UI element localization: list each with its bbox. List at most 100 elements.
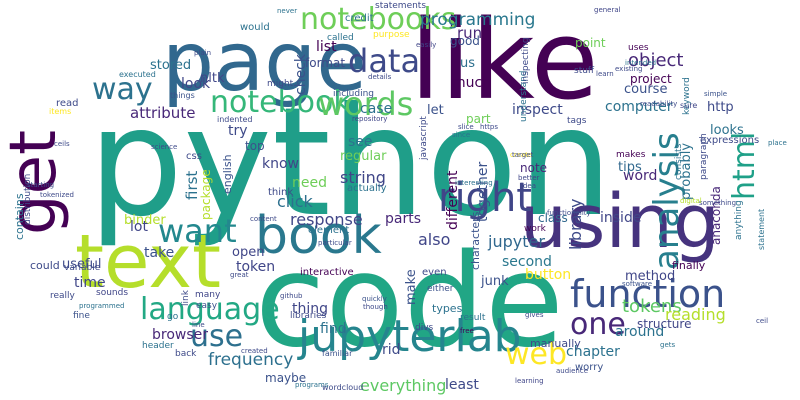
- word-easily: easily: [416, 41, 437, 49]
- word-check: check: [293, 54, 309, 95]
- word-work: work: [524, 224, 546, 234]
- word-intended: intended: [625, 59, 657, 67]
- word-general: general: [594, 6, 621, 14]
- word-uses: uses: [628, 43, 649, 53]
- word-even: even: [422, 267, 447, 278]
- word-stuff: stuff: [574, 66, 595, 76]
- word-words: words: [318, 85, 414, 123]
- word-expressions: expressions: [700, 135, 760, 146]
- word-never: never: [277, 7, 298, 15]
- word-good: good: [450, 34, 480, 48]
- word-try: try: [228, 123, 248, 139]
- word-easy: easy: [196, 301, 218, 311]
- word-button: button: [525, 267, 572, 283]
- word-software: software: [622, 280, 653, 288]
- word-learning: learning: [515, 377, 544, 385]
- word-least: least: [445, 377, 479, 393]
- word-rid: rid: [382, 342, 401, 358]
- word-types: types: [432, 302, 463, 315]
- word-statement: statement: [757, 208, 766, 250]
- word-case: case: [360, 101, 393, 117]
- word-run: run: [457, 24, 483, 42]
- word-ceils: ceils: [54, 140, 70, 148]
- word-page: page: [162, 15, 367, 110]
- word-know: know: [262, 156, 299, 172]
- word-text: text: [75, 219, 222, 305]
- word-could: could: [30, 259, 60, 272]
- word-frequency: frequency: [208, 350, 294, 370]
- word-tips: tips: [618, 160, 642, 175]
- word-time: time: [74, 275, 106, 291]
- word-line: line: [192, 321, 205, 329]
- word-find: find: [320, 321, 347, 337]
- word-class: class: [538, 211, 568, 225]
- word-called: called: [327, 33, 354, 43]
- word-also: also: [418, 230, 451, 249]
- word-library: library: [566, 198, 585, 250]
- word-top: top: [245, 139, 265, 153]
- word-programmed: programmed: [79, 302, 125, 310]
- word-something: something: [699, 199, 737, 207]
- word-place: place: [768, 139, 787, 147]
- word-github: github: [280, 292, 303, 300]
- word-looks: looks: [710, 123, 744, 138]
- word-much: much: [452, 75, 492, 91]
- word-tokenized: tokenized: [40, 191, 74, 199]
- word-details: details: [368, 73, 392, 81]
- word-result: result: [460, 313, 486, 323]
- word-attribute: attribute: [130, 104, 196, 122]
- word-audience: audience: [556, 367, 589, 375]
- word-maybe: maybe: [265, 371, 307, 385]
- word-first: first: [183, 170, 201, 200]
- word-libraries: libraries: [290, 311, 327, 321]
- word-manually: manually: [530, 337, 581, 350]
- word-back: back: [175, 349, 197, 359]
- word-one: one: [570, 307, 626, 342]
- word-might: might: [267, 79, 294, 89]
- word-book: book: [255, 206, 382, 266]
- word-structure: structure: [637, 317, 692, 331]
- word-language: language: [140, 292, 280, 327]
- word-go: go: [167, 312, 179, 322]
- word-regular: regular: [340, 149, 387, 164]
- word-readability: readability: [640, 100, 678, 108]
- word-take: take: [144, 245, 175, 261]
- word-executed: executed: [119, 70, 156, 79]
- word-point: point: [575, 36, 606, 50]
- word-learn: learn: [596, 70, 614, 78]
- word-string: string: [340, 168, 386, 187]
- word-make: make: [404, 269, 419, 305]
- word-everything: everything: [360, 376, 447, 395]
- word-anything: anything: [734, 200, 744, 240]
- word-inside: inside: [600, 210, 642, 226]
- word-need: need: [292, 175, 327, 191]
- word-useful: useful: [62, 257, 102, 272]
- word-functionality: functionality: [547, 209, 591, 217]
- word-parts: parts: [385, 211, 422, 227]
- word-see: see: [348, 134, 373, 150]
- word-stored: stored: [150, 58, 192, 73]
- word-look: look: [181, 76, 211, 92]
- word-web: web: [505, 337, 568, 372]
- word-click: click: [277, 192, 313, 211]
- word-token: token: [236, 259, 276, 275]
- word-science: science: [151, 143, 178, 151]
- word-https: https: [480, 123, 499, 131]
- word-code: code: [255, 227, 564, 376]
- word-really: really: [50, 291, 75, 301]
- word-inspect: inspect: [512, 102, 563, 118]
- word-slice: slice: [458, 123, 474, 131]
- word-simple: simple: [704, 90, 728, 98]
- word-element: element: [308, 225, 350, 236]
- word-jupyter: jupyter: [488, 232, 545, 251]
- word-think: think: [268, 187, 294, 198]
- word-makes: makes: [616, 150, 646, 160]
- word-sure: sure: [680, 101, 698, 110]
- word-including: including: [333, 89, 374, 99]
- word-idea: idea: [521, 182, 536, 190]
- word-quickly: quickly: [362, 295, 387, 303]
- word-actually: actually: [347, 183, 387, 194]
- word-sounds: sounds: [96, 288, 129, 298]
- word-great: great: [230, 271, 249, 279]
- word-familiar: familiar: [322, 349, 353, 358]
